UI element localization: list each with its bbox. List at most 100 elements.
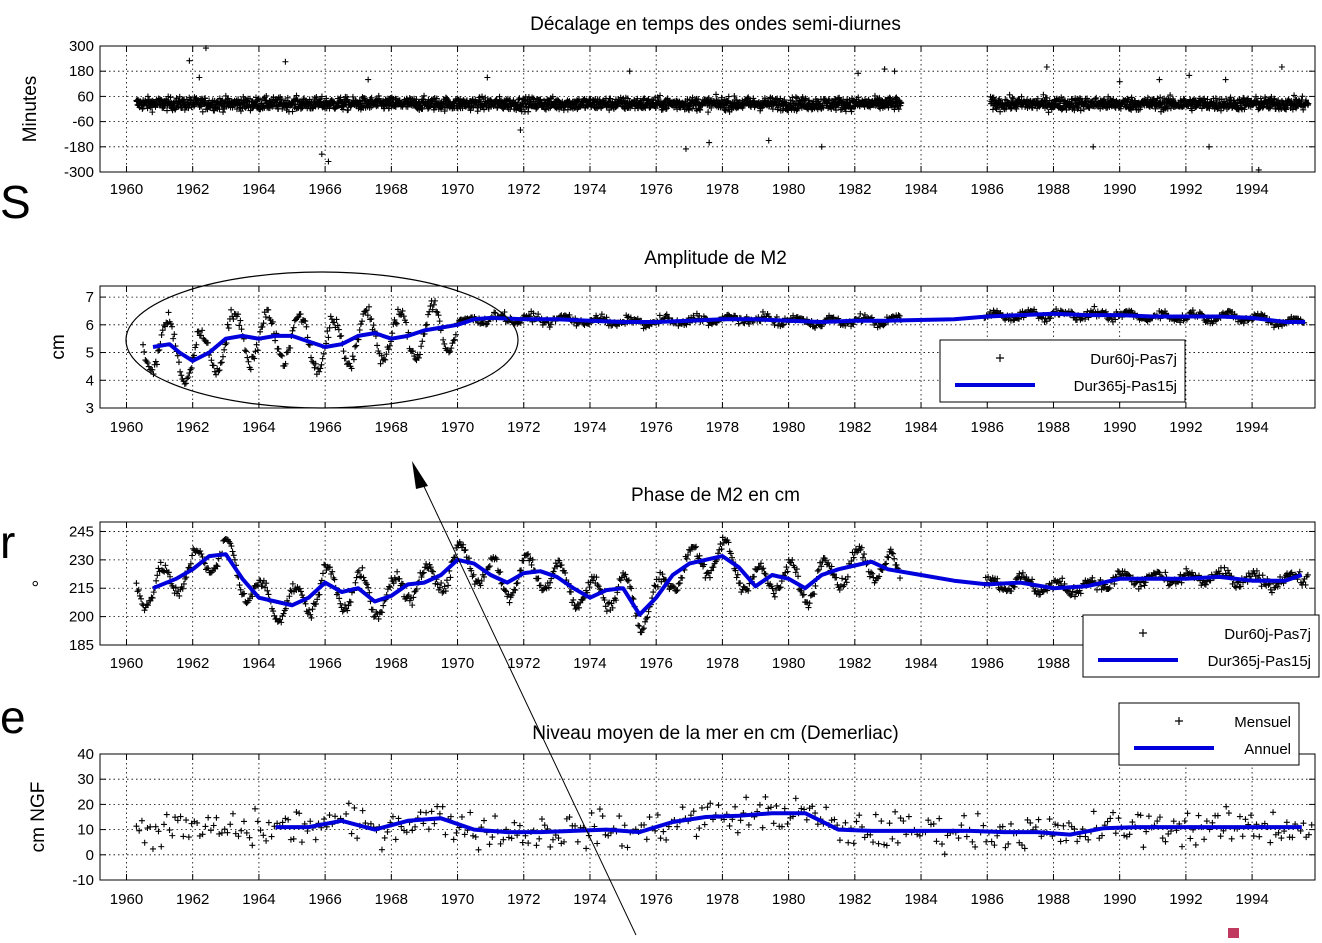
x-tick-label: 1972 — [507, 419, 540, 436]
x-tick-label: 1984 — [904, 891, 937, 908]
y-tick-label: -60 — [72, 114, 94, 131]
x-tick-label: 1966 — [308, 419, 341, 436]
y-tick-label: 40 — [77, 746, 94, 763]
x-tick-label: 1988 — [1037, 181, 1070, 198]
x-tick-label: 1962 — [176, 891, 209, 908]
x-tick-label: 1966 — [308, 891, 341, 908]
y-tick-label: 60 — [77, 88, 94, 105]
x-tick-label: 1988 — [1037, 419, 1070, 436]
x-tick-label: 1994 — [1235, 419, 1268, 436]
x-tick-label: 1986 — [971, 655, 1004, 672]
x-tick-label: 1992 — [1169, 419, 1202, 436]
chart-panel-4: 40 30 20 10 0 -10 1960 1962 1964 1966 1968 1970 1972… — [28, 703, 1315, 908]
x-tick-label: 1968 — [375, 181, 408, 198]
x-tick-label: 1972 — [507, 891, 540, 908]
x-tick-label: 1964 — [242, 419, 275, 436]
x-tick-label: 1962 — [176, 419, 209, 436]
x-tick-label: 1980 — [772, 181, 805, 198]
x-tick-label: 1966 — [308, 181, 341, 198]
x-tick-label: 1964 — [242, 891, 275, 908]
x-tick-label: 1978 — [706, 655, 739, 672]
chart-title: Amplitude de M2 — [644, 248, 787, 269]
x-tick-label: 1968 — [375, 891, 408, 908]
y-axis-label: Minutes — [20, 76, 41, 143]
x-tick-label: 1970 — [441, 181, 474, 198]
y-tick-label: 180 — [69, 63, 94, 80]
x-tick-label: 1976 — [639, 419, 672, 436]
x-tick-label: 1982 — [838, 419, 871, 436]
x-tick-label: 1970 — [441, 419, 474, 436]
x-tick-label: 1960 — [110, 419, 143, 436]
x-tick-label: 1968 — [375, 655, 408, 672]
x-tick-label: 1986 — [971, 419, 1004, 436]
x-tick-label: 1968 — [375, 419, 408, 436]
x-tick-label: 1980 — [772, 891, 805, 908]
x-tick-label: 1960 — [110, 181, 143, 198]
x-tick-label: 1976 — [639, 181, 672, 198]
x-tick-label: 1964 — [242, 655, 275, 672]
x-tick-label: 1982 — [838, 181, 871, 198]
x-tick-label: 1978 — [706, 181, 739, 198]
y-tick-label: 230 — [69, 552, 94, 569]
chart-panel-3: 245 230 215 200 185 1960 1962 1964 1966 1968 1970 1… — [30, 485, 1319, 677]
x-tick-label: 1974 — [573, 181, 606, 198]
x-tick-label: 1982 — [838, 891, 871, 908]
y-tick-label: 4 — [86, 372, 94, 389]
x-tick-label: 1990 — [1103, 419, 1136, 436]
x-tick-label: 1978 — [706, 419, 739, 436]
y-tick-label: 185 — [69, 637, 94, 654]
y-tick-label: 10 — [77, 822, 94, 839]
x-tick-label: 1972 — [507, 655, 540, 672]
y-tick-label: 300 — [69, 38, 94, 55]
x-tick-label: 1992 — [1169, 181, 1202, 198]
x-tick-label: 1982 — [838, 655, 871, 672]
x-tick-label: 1970 — [441, 655, 474, 672]
chart-title: Phase de M2 en cm — [631, 485, 800, 506]
y-tick-label: 6 — [86, 317, 94, 334]
y-tick-label: 0 — [86, 847, 94, 864]
y-tick-label: 7 — [86, 289, 94, 306]
x-tick-label: 1990 — [1103, 181, 1136, 198]
legend-label: Dur60j-Pas7j — [1224, 626, 1311, 643]
x-tick-label: 1984 — [904, 655, 937, 672]
x-tick-label: 1974 — [573, 419, 606, 436]
x-tick-label: 1962 — [176, 655, 209, 672]
x-tick-label: 1966 — [308, 655, 341, 672]
y-tick-label: 200 — [69, 609, 94, 626]
x-tick-label: 1974 — [573, 891, 606, 908]
y-tick-label: -180 — [64, 139, 94, 156]
y-tick-label: 30 — [77, 771, 94, 788]
x-tick-label: 1984 — [904, 181, 937, 198]
x-tick-label: 1974 — [573, 655, 606, 672]
y-tick-label: 20 — [77, 796, 94, 813]
x-tick-label: 1976 — [639, 891, 672, 908]
x-tick-label: 1970 — [441, 891, 474, 908]
x-tick-label: 1962 — [176, 181, 209, 198]
x-tick-label: 1960 — [110, 891, 143, 908]
y-axis-label: cm — [48, 334, 69, 359]
x-tick-label: 1964 — [242, 181, 275, 198]
y-tick-label: 215 — [69, 580, 94, 597]
y-tick-label: -10 — [72, 872, 94, 889]
y-tick-label: -300 — [64, 164, 94, 181]
legend-label: Dur365j-Pas15j — [1074, 378, 1177, 395]
side-glyph-s: S — [0, 175, 31, 229]
y-axis-label: ° — [30, 580, 51, 588]
x-tick-label: 1984 — [904, 419, 937, 436]
x-tick-label: 1978 — [706, 891, 739, 908]
side-glyph-e: e — [0, 690, 26, 744]
x-tick-label: 1960 — [110, 655, 143, 672]
chart-panel-1: 300 180 60 -60 -180 -300 1960 1962 1964 1966 1968 1… — [20, 14, 1315, 198]
legend: Dur60j-Pas7j Dur365j-Pas15j — [1083, 615, 1319, 677]
y-tick-label: 5 — [86, 345, 94, 362]
x-tick-label: 1976 — [639, 655, 672, 672]
x-tick-label: 1994 — [1235, 181, 1268, 198]
x-tick-label: 1986 — [971, 181, 1004, 198]
legend-label: Dur365j-Pas15j — [1208, 653, 1311, 670]
legend: Dur60j-Pas7j Dur365j-Pas15j — [940, 340, 1185, 402]
y-tick-label: 245 — [69, 523, 94, 540]
legend-label: Dur60j-Pas7j — [1090, 351, 1177, 368]
